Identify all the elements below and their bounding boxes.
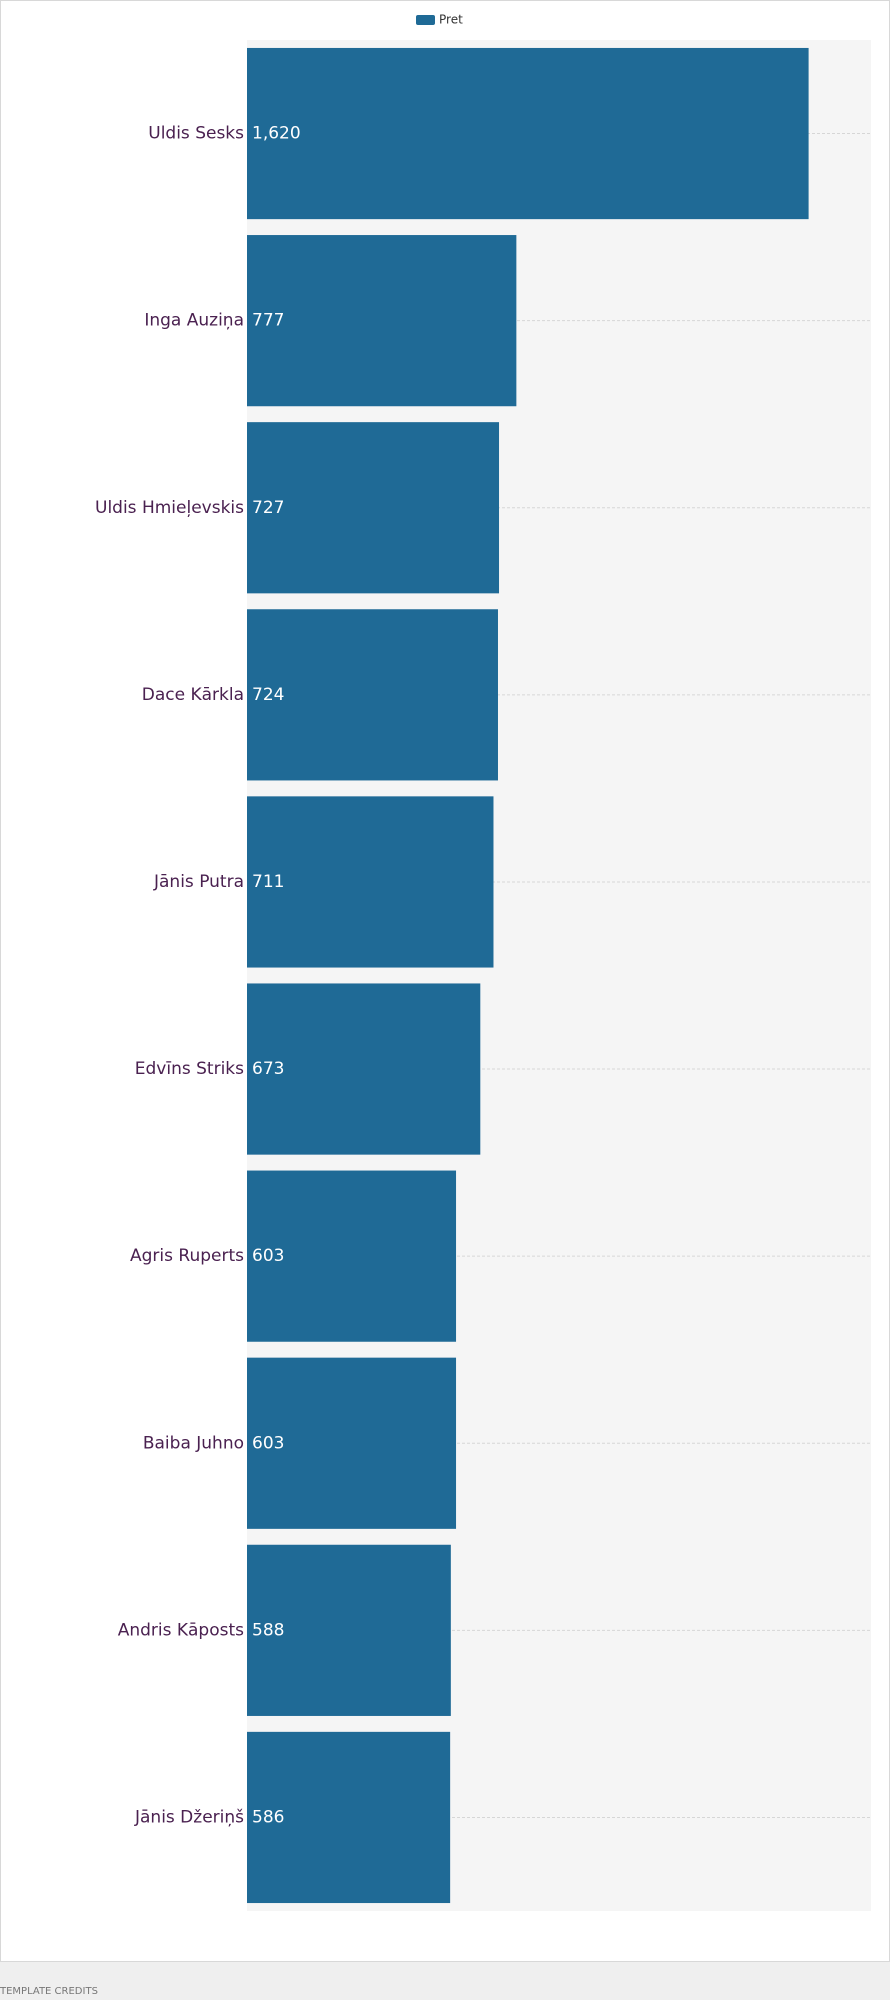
bar — [247, 1357, 457, 1529]
legend-label: Pret — [439, 13, 463, 27]
bar — [247, 796, 494, 968]
bar — [247, 1170, 457, 1342]
y-tick-label: Uldis Hmieļevskis — [95, 498, 244, 518]
value-label: 777 — [252, 311, 284, 331]
y-tick-label: Edvīns Striks — [135, 1059, 244, 1079]
value-label: 711 — [252, 872, 284, 892]
bar — [247, 1544, 451, 1716]
y-tick-label: Uldis Sesks — [148, 124, 244, 144]
value-label: 586 — [252, 1807, 284, 1827]
y-tick-label: Dace Kārkla — [142, 685, 244, 705]
legend-swatch — [416, 15, 435, 25]
value-label: 727 — [252, 498, 284, 518]
value-label: 673 — [252, 1059, 284, 1079]
bar — [247, 47, 809, 220]
value-label: 603 — [252, 1246, 284, 1266]
value-label: 1,620 — [252, 124, 301, 144]
bar — [247, 422, 500, 594]
value-label: 588 — [252, 1620, 284, 1640]
bar — [247, 235, 517, 407]
bar — [247, 1731, 451, 1904]
y-tick-label: Inga Auziņa — [144, 311, 244, 331]
value-label: 603 — [252, 1433, 284, 1453]
y-tick-label: Jānis Džeriņš — [134, 1807, 244, 1827]
footer-credits: TEMPLATE CREDITS — [0, 1986, 98, 1997]
y-tick-label: Agris Ruperts — [130, 1246, 244, 1266]
y-tick-label: Jānis Putra — [153, 872, 244, 892]
value-label: 724 — [252, 685, 284, 705]
bar — [247, 609, 498, 781]
y-tick-label: Andris Kāposts — [118, 1620, 244, 1640]
y-tick-label: Baiba Juhno — [143, 1433, 244, 1453]
bar — [247, 983, 481, 1155]
